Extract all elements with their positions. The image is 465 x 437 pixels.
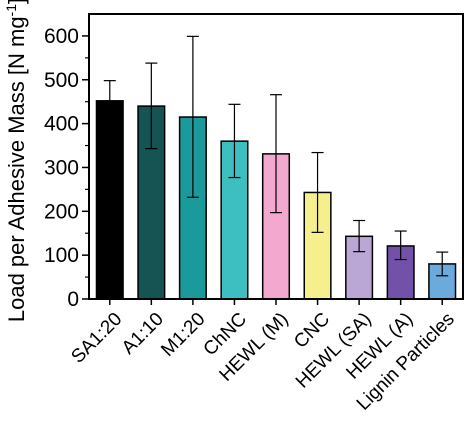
y-tick-label-4: 400 <box>44 113 79 136</box>
x-tick-label-2: M1:20 <box>157 309 209 361</box>
y-axis-title-main: Load per Adhesive Mass [N mg <box>4 16 29 322</box>
bar-3 <box>220 140 249 300</box>
bar-0 <box>95 100 124 300</box>
y-axis-title-superscript: -1 <box>3 4 19 17</box>
y-tick-label-6: 600 <box>44 25 79 48</box>
y-tick-label-5: 500 <box>44 69 79 92</box>
error-bars-layer <box>103 35 449 277</box>
x-tick-label-1: A1:10 <box>118 309 168 359</box>
y-tick-label-2: 200 <box>44 200 79 223</box>
y-tick-label-0: 0 <box>67 288 79 311</box>
y-tick-label-1: 100 <box>44 244 79 267</box>
y-ticks-layer: 0 100 200 300 400 500 600 <box>44 25 89 311</box>
x-tick-label-0: SA1:20 <box>67 309 126 368</box>
plot-frame <box>88 13 464 300</box>
y-axis-title: Load per Adhesive Mass [N mg-1] <box>3 0 29 322</box>
y-axis-title-close: ] <box>4 0 29 4</box>
y-tick-label-3: 300 <box>44 156 79 179</box>
